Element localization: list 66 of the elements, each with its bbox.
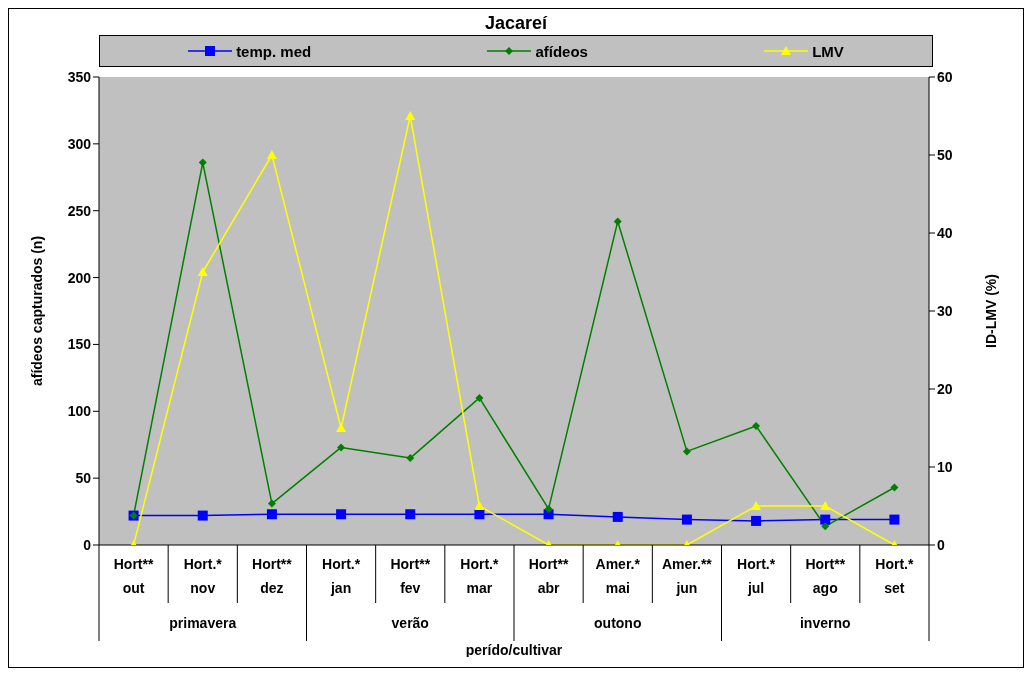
y-tick-label: 300 (67, 135, 92, 152)
point (613, 217, 622, 226)
point (474, 501, 485, 510)
text: primavera (169, 615, 237, 631)
point (751, 501, 762, 510)
point (266, 150, 277, 159)
point (890, 483, 899, 492)
legend-label: afídeos (535, 42, 588, 60)
point (475, 393, 484, 402)
y2-tick-label: 50 (937, 146, 953, 163)
point (406, 454, 415, 463)
x-tick-label: Hort** ago (805, 556, 846, 596)
x-tick-label: Hort.* set (875, 556, 915, 596)
y2-tick-label: 0 (937, 536, 945, 553)
point (821, 522, 830, 531)
point (336, 423, 347, 432)
point (198, 158, 207, 167)
y2-tick-label: 10 (937, 458, 953, 475)
x-tick-label: Hort.* nov (183, 556, 223, 596)
y2-tick-label: 60 (937, 68, 953, 85)
point (266, 509, 277, 520)
x-tick-label: Hort.* jul (737, 556, 776, 596)
point (544, 504, 553, 513)
point (197, 510, 208, 521)
x-axis-title: perído/cultivar (465, 642, 563, 658)
point (197, 267, 208, 276)
text: outono (594, 615, 642, 631)
x-tick-label: Hort.* mar (460, 556, 500, 596)
y-tick-label: 0 (83, 536, 92, 553)
y2-tick-label: 40 (937, 224, 953, 241)
point (405, 509, 416, 520)
point (612, 511, 623, 522)
y-tick-label: 50 (75, 470, 92, 487)
y2-tick-label: 20 (937, 380, 953, 397)
x-tick-label: Amer.* mai (595, 556, 641, 596)
point (405, 111, 416, 120)
legend-label: temp. med (236, 42, 312, 60)
y-tick-label: 250 (67, 202, 92, 219)
x-tick-label: Hort** abr (528, 556, 569, 596)
point (337, 443, 346, 452)
point (681, 514, 692, 525)
x-tick-label: Hort** dez (252, 556, 293, 596)
chart-title: Jacareí (483, 13, 549, 35)
point (820, 501, 831, 510)
x-tick-label: Hort** out (113, 556, 154, 596)
point (682, 447, 691, 456)
point (889, 514, 900, 525)
point (474, 509, 485, 520)
text: verão (391, 615, 429, 631)
y-tick-label: 200 (67, 269, 92, 286)
y2-tick-label: 30 (937, 302, 953, 319)
point (336, 509, 347, 520)
point (267, 499, 276, 508)
point (751, 515, 762, 526)
text: inverno (799, 615, 851, 631)
point (752, 421, 761, 430)
legend-label: LMV (812, 42, 844, 60)
y-tick-label: 100 (67, 403, 92, 420)
y-tick-label: 350 (67, 68, 92, 85)
x-tick-label: Hort** fev (390, 556, 431, 596)
x-tick-label: Hort.* jan (322, 556, 361, 596)
point (820, 514, 831, 525)
y2-axis-title: ID-LMV (%) (982, 274, 999, 348)
y-axis-title: afídeos capturados (n) (28, 235, 45, 387)
x-tick-label: Amer.** jun (662, 556, 713, 596)
y-tick-label: 150 (67, 336, 92, 353)
